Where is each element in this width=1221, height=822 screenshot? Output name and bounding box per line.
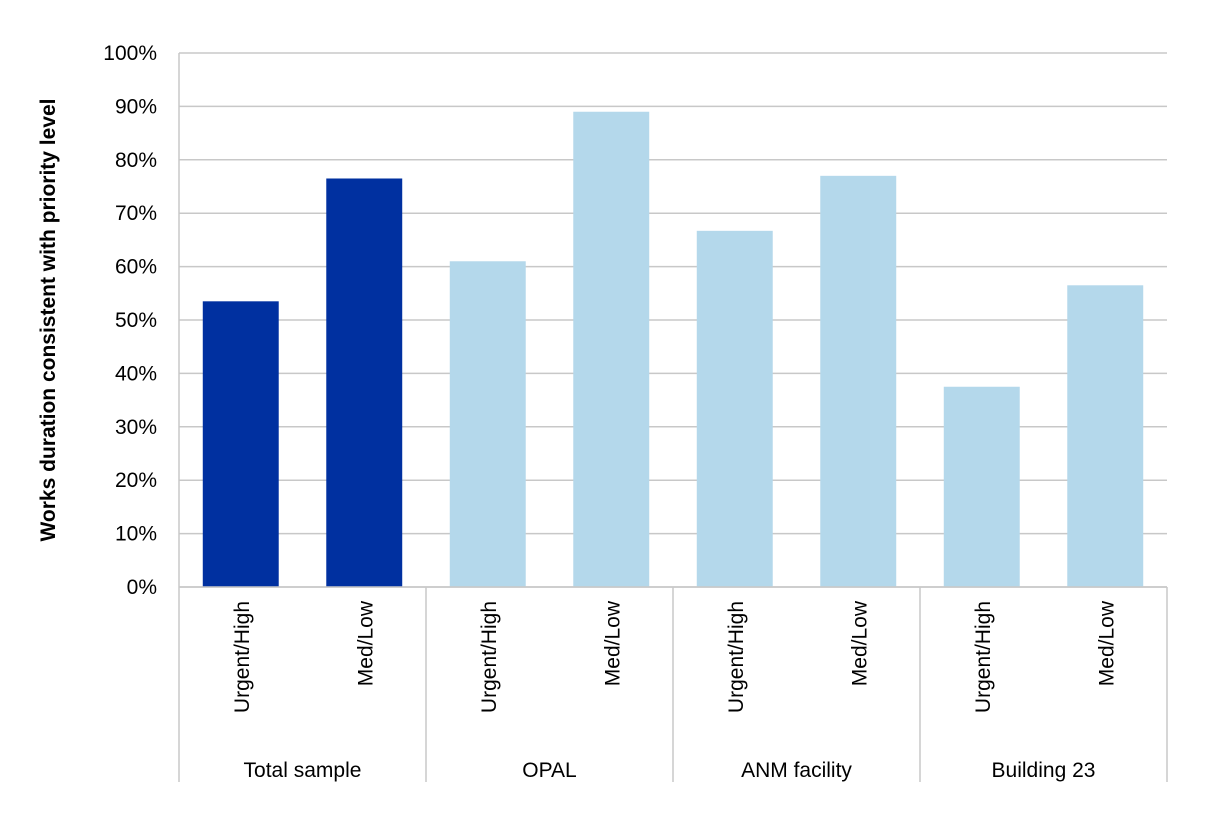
y-tick-label: 50% xyxy=(115,309,157,332)
y-tick-label: 80% xyxy=(115,149,157,172)
bar xyxy=(820,175,897,587)
y-tick-label: 70% xyxy=(115,202,157,225)
y-tick-label: 90% xyxy=(115,95,157,118)
x-tick-label: Urgent/High xyxy=(478,601,501,713)
x-tick-label: Urgent/High xyxy=(725,601,748,713)
x-tick-label: Urgent/High xyxy=(231,601,254,713)
y-axis-label: Works duration consistent with priority … xyxy=(37,98,60,541)
y-tick-label: 60% xyxy=(115,256,157,279)
bar xyxy=(943,386,1020,587)
bar xyxy=(573,111,650,588)
y-tick-label: 0% xyxy=(127,576,157,599)
y-tick-label: 20% xyxy=(115,469,157,492)
group-label: Building 23 xyxy=(992,759,1096,782)
x-tick-label: Med/Low xyxy=(601,600,624,686)
y-tick-label: 40% xyxy=(115,362,157,385)
x-axis: Urgent/High Med/Low Urgent/High Med/Low Urge… xyxy=(178,586,1168,782)
bar xyxy=(1067,285,1144,587)
y-axis-ticks: 0% 10% 20% 30% 40% 50% 60% 70% 80% 90% 100% xyxy=(103,42,157,599)
x-tick-label: Med/Low xyxy=(848,600,871,686)
x-tick-label: Urgent/High xyxy=(972,601,995,713)
bar xyxy=(326,178,403,588)
y-tick-label: 100% xyxy=(103,42,157,65)
y-tick-label: 30% xyxy=(115,416,157,439)
bar xyxy=(696,230,773,587)
x-tick-label: Med/Low xyxy=(354,600,377,686)
y-tick-label: 10% xyxy=(115,523,157,546)
group-label: OPAL xyxy=(522,759,576,782)
bars xyxy=(202,111,1144,588)
x-tick-label: Med/Low xyxy=(1095,600,1118,686)
group-label: ANM facility xyxy=(741,759,852,782)
bar xyxy=(202,301,279,587)
bar xyxy=(449,261,526,587)
group-label: Total sample xyxy=(244,759,362,782)
